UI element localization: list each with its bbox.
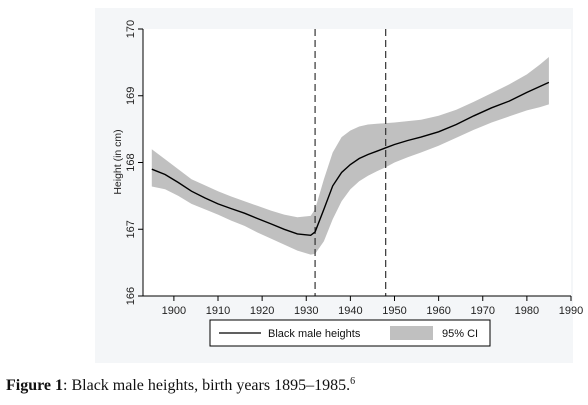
reference-lines <box>314 29 387 296</box>
y-tick-label-168: 168 <box>125 153 137 171</box>
x-tick-label-1920: 1920 <box>250 305 274 317</box>
ci-band-layer <box>151 57 549 255</box>
caption-footnote: 6 <box>350 376 356 387</box>
y-tick-label-166: 166 <box>125 287 137 305</box>
y-tick-label-167: 167 <box>125 220 137 238</box>
axes: 1900 1910 1920 1930 1940 1950 1960 1970 1980 1990… <box>125 20 583 317</box>
x-tick-label-1940: 1940 <box>338 305 362 317</box>
height-line-layer <box>151 81 550 237</box>
y-tick-label-170: 170 <box>125 20 137 38</box>
legend-label-heights: Black male heights <box>268 328 361 340</box>
legend-label-ci: 95% CI <box>442 328 478 340</box>
x-tick-label-1950: 1950 <box>382 305 406 317</box>
x-tick-label-1990: 1990 <box>559 305 583 317</box>
caption-label: Figure 1 <box>6 377 64 394</box>
height-line <box>151 81 550 237</box>
y-axis-title: Height (in cm) <box>112 129 124 194</box>
figure-caption: Figure 1: Black male heights, birth year… <box>6 376 355 395</box>
x-tick-label-1960: 1960 <box>426 305 450 317</box>
x-tick-label-1970: 1970 <box>471 305 495 317</box>
ci-band <box>151 57 549 255</box>
legend-band-swatch <box>390 326 433 340</box>
x-tick-label-1980: 1980 <box>515 305 539 317</box>
x-tick-label-1910: 1910 <box>206 305 230 317</box>
y-tick-label-169: 169 <box>125 87 137 105</box>
caption-text: : Black male heights, birth years 1895–1… <box>63 377 351 394</box>
height-chart: 1900 1910 1920 1930 1940 1950 1960 1970 1980 1990… <box>112 20 583 347</box>
x-tick-label-1930: 1930 <box>294 305 318 317</box>
x-tick-label-1900: 1900 <box>162 305 186 317</box>
legend: Black male heights 95% CI <box>209 319 491 347</box>
